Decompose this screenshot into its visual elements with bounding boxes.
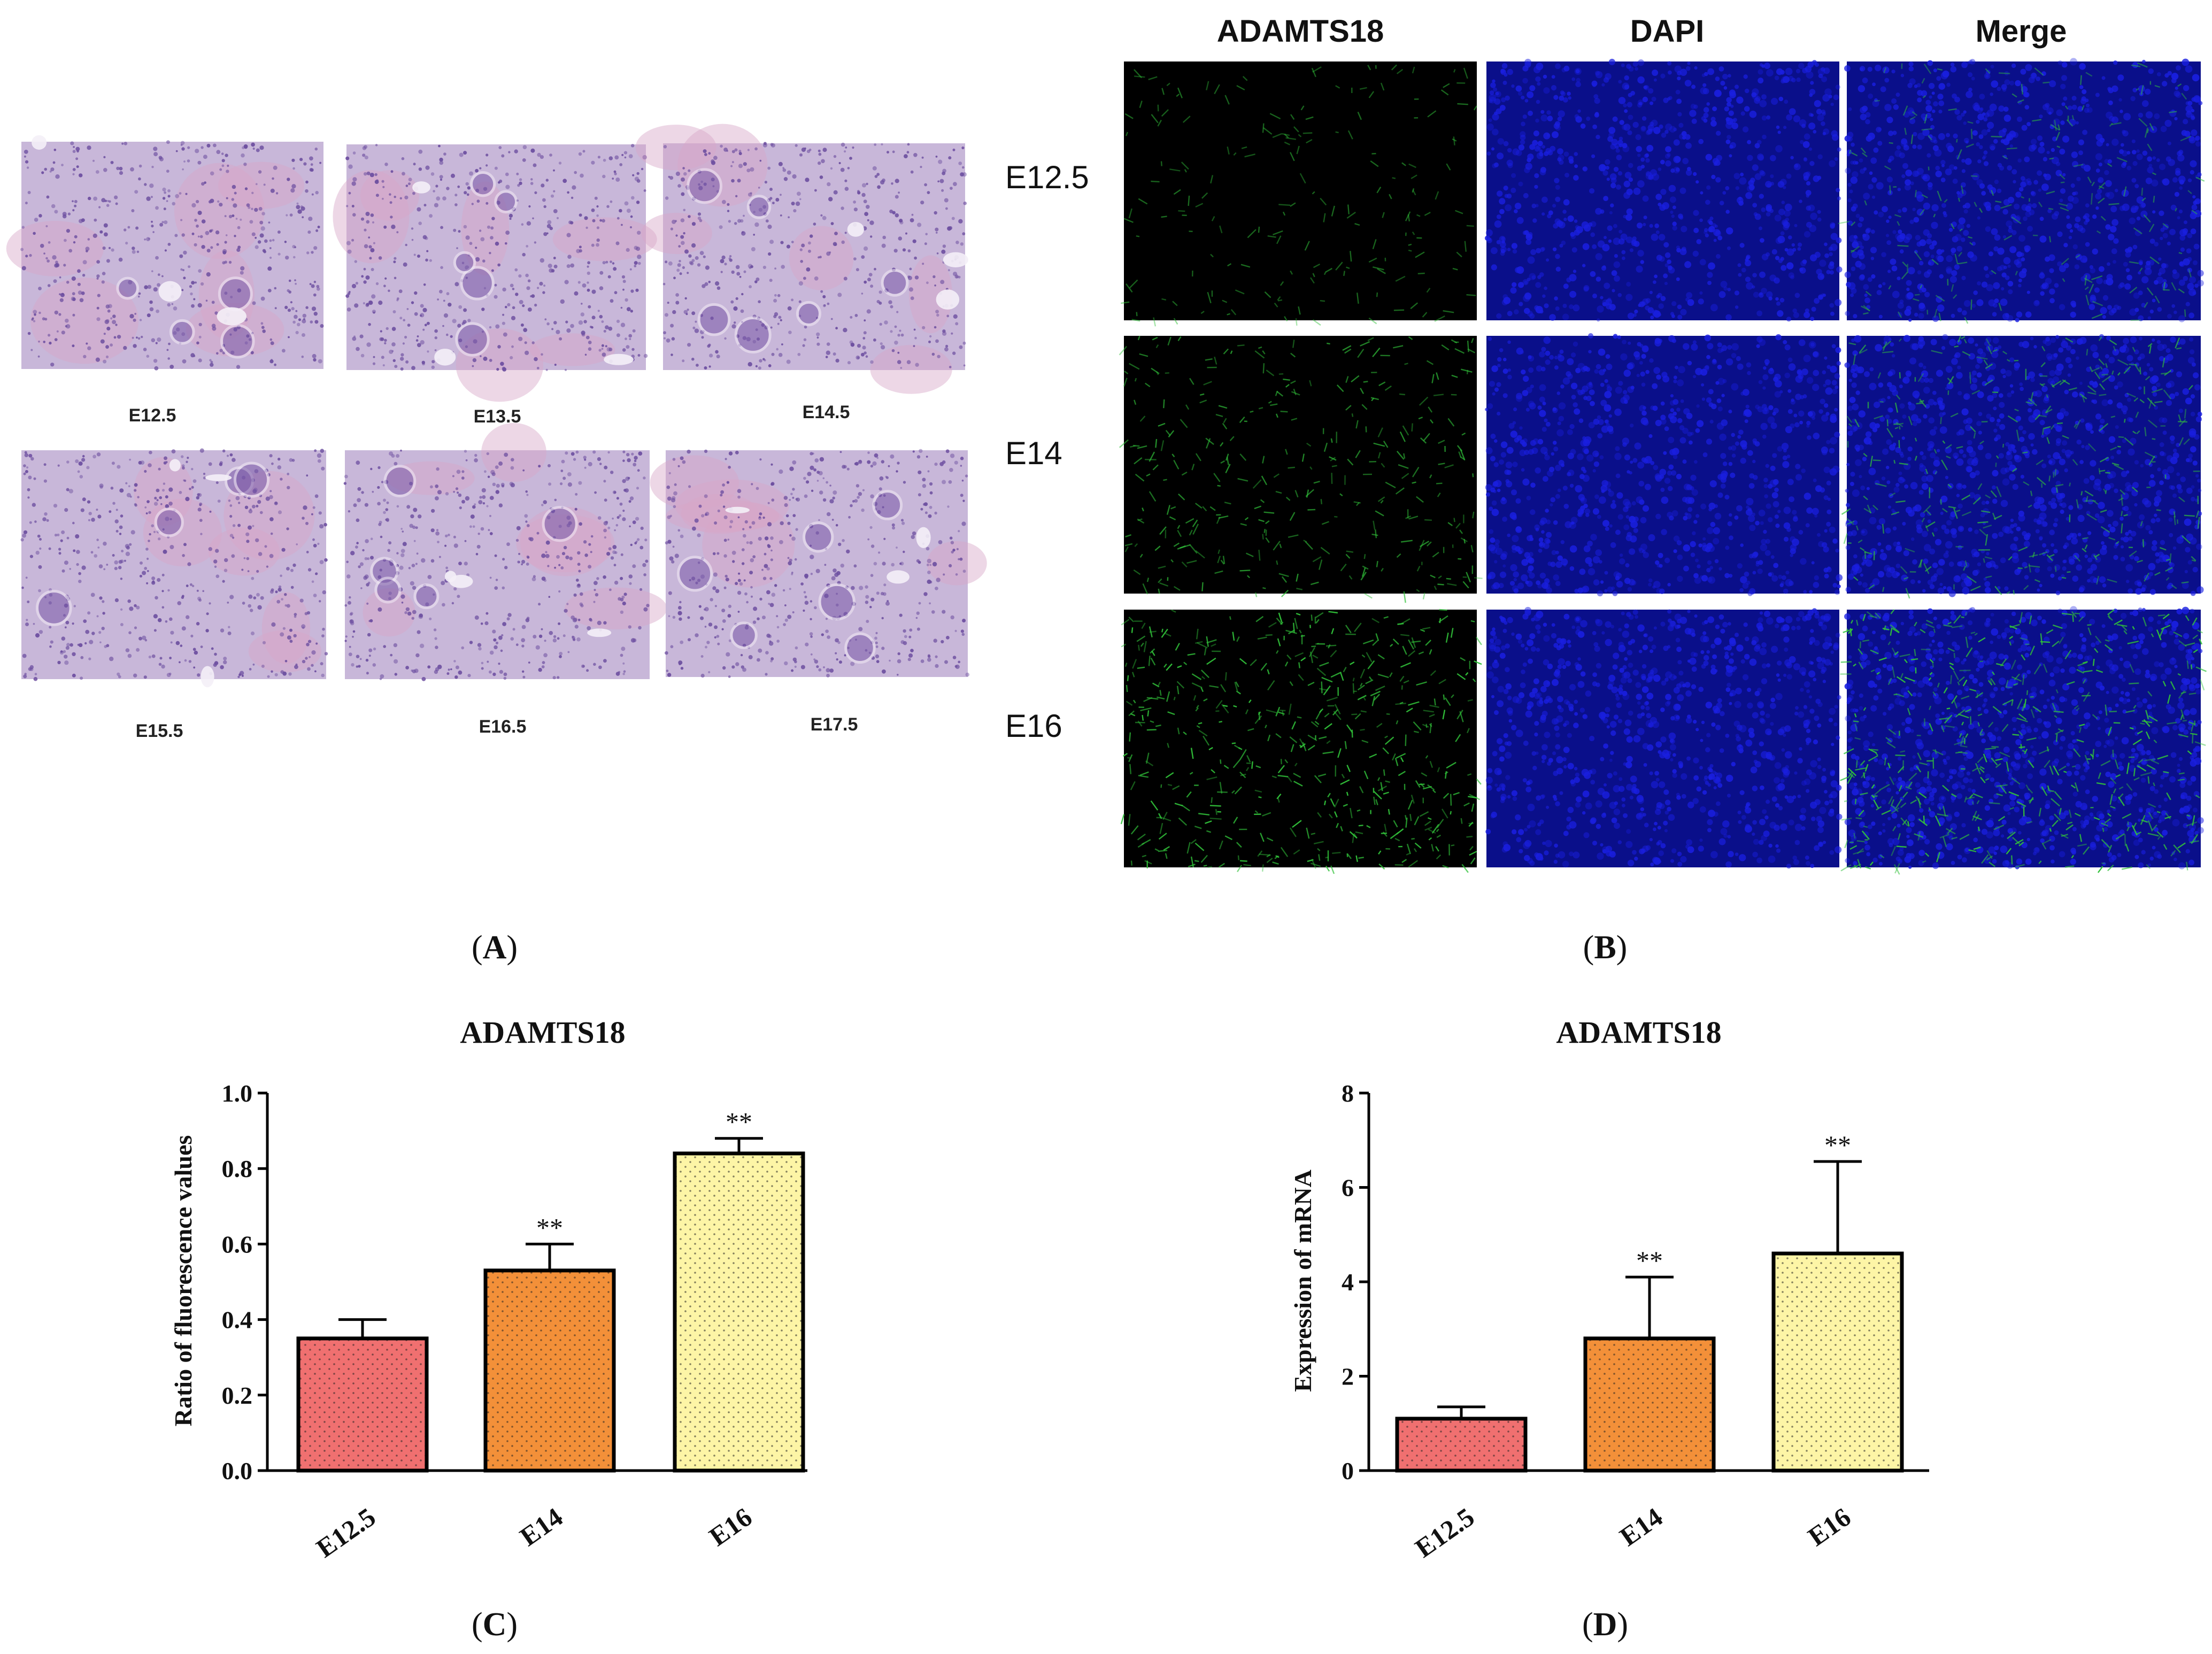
histology-image [6, 135, 324, 371]
bar [1583, 1336, 1716, 1473]
chart-title: ADAMTS18 [460, 1015, 625, 1050]
y-tick-label: 0.4 [222, 1306, 253, 1334]
histology-caption: E15.5 [136, 721, 183, 741]
chart-title: ADAMTS18 [1556, 1015, 1721, 1050]
panel-label-c: (C) [472, 1606, 518, 1643]
y-tick-label: 2 [1342, 1363, 1354, 1390]
panel-a-histology-grid: E12.5 E13.5 E14.5 E15.5 E16.5 E17.5 [6, 124, 987, 741]
x-tick-label: E16 [704, 1502, 757, 1552]
bar [1395, 1417, 1528, 1473]
fluorescence-image [1484, 58, 1843, 322]
fluorescence-image [1485, 606, 1843, 869]
row-label: E16 [1005, 708, 1062, 744]
x-tick-label: E16 [1802, 1502, 1856, 1552]
y-tick-label: 0.6 [222, 1230, 253, 1258]
row-label: E14 [1005, 435, 1062, 471]
y-tick-label: 0.8 [222, 1155, 253, 1182]
panel-b-immunofluorescence-grid: ADAMTS18 DAPI Merge E12.5 E14 E16 [1005, 14, 2207, 875]
panel-label-a: (A) [472, 929, 518, 966]
significance-label: ** [726, 1107, 752, 1137]
histology-caption: E14.5 [803, 402, 850, 422]
fluorescence-image [1119, 335, 1483, 603]
column-header: ADAMTS18 [1217, 14, 1384, 49]
y-tick-label: 0.2 [222, 1382, 253, 1409]
significance-label: ** [1824, 1130, 1851, 1160]
histology-caption: E16.5 [479, 717, 527, 737]
y-tick-label: 0 [1342, 1457, 1354, 1484]
bar [296, 1336, 429, 1473]
column-header: DAPI [1630, 14, 1705, 49]
histology-image [333, 144, 657, 402]
histology-caption: E12.5 [129, 405, 176, 426]
fluorescence-image [1840, 606, 2207, 875]
histology-caption: E17.5 [811, 714, 858, 735]
y-axis-label: Expression of mRNA [1289, 1170, 1316, 1392]
histology-image [635, 124, 968, 394]
column-header: Merge [1976, 14, 2067, 49]
x-tick-label: E14 [514, 1502, 568, 1552]
y-tick-label: 6 [1342, 1174, 1354, 1202]
fluorescence-image [1485, 333, 1843, 597]
fluorescence-image [1121, 61, 1477, 327]
fluorescence-image [1841, 334, 2204, 599]
x-tick-label: E12.5 [311, 1502, 381, 1563]
y-tick-label: 8 [1342, 1080, 1354, 1107]
x-tick-label: E14 [1614, 1502, 1668, 1552]
panel-label-b: (B) [1583, 929, 1628, 966]
x-tick-label: E12.5 [1409, 1502, 1479, 1563]
panel-label-d: (D) [1582, 1606, 1628, 1643]
fluorescence-image [1120, 609, 1482, 874]
bar [673, 1151, 805, 1473]
chart-d-mrna-expression: ADAMTS18 Expression of mRNA 0 2 4 6 8 E12.5 **… [1289, 1015, 1929, 1563]
significance-label: ** [536, 1212, 563, 1242]
y-tick-label: 1.0 [222, 1080, 253, 1107]
row-label: E12.5 [1005, 159, 1089, 195]
chart-c-fluorescence-ratio: ADAMTS18 Ratio of fluorescence values 0.… [169, 1015, 807, 1563]
y-tick-label: 0.0 [222, 1457, 253, 1484]
y-axis-label: Ratio of fluorescence values [169, 1135, 197, 1427]
histology-image [20, 448, 328, 688]
bar [1771, 1251, 1904, 1473]
histology-image [343, 422, 667, 681]
histology-caption: E13.5 [474, 406, 521, 427]
significance-label: ** [1636, 1245, 1663, 1275]
fluorescence-image [1838, 58, 2205, 324]
y-tick-label: 4 [1342, 1268, 1354, 1296]
bar [483, 1268, 616, 1473]
histology-image [650, 449, 987, 678]
